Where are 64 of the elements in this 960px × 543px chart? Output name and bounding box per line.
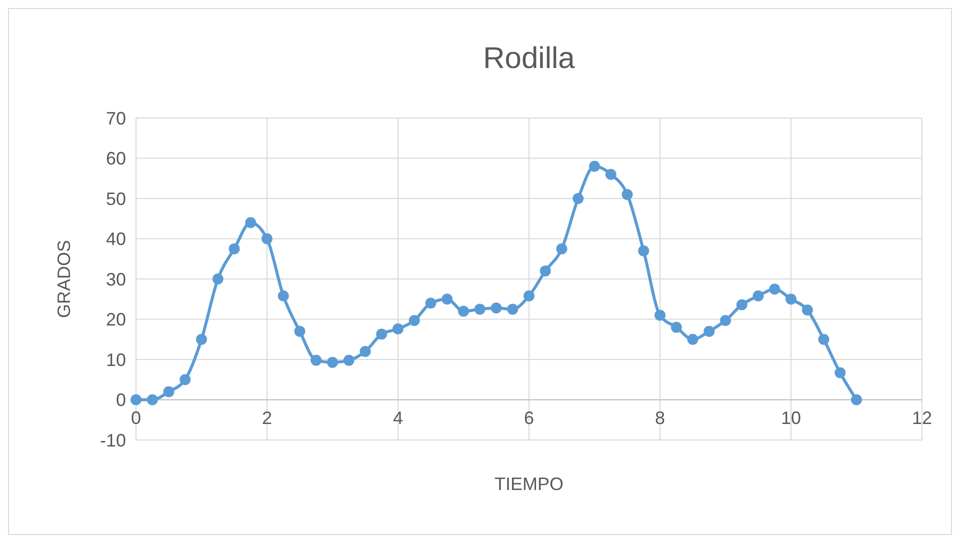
point xyxy=(163,386,174,398)
point xyxy=(130,394,142,406)
point xyxy=(262,233,272,244)
point xyxy=(425,298,436,309)
x-tick-label: 12 xyxy=(912,408,932,428)
y-tick-label: 40 xyxy=(106,229,126,250)
point xyxy=(327,356,338,368)
point xyxy=(752,290,764,302)
point xyxy=(802,304,813,316)
point xyxy=(654,310,666,321)
point xyxy=(507,304,518,315)
point xyxy=(212,274,224,284)
point xyxy=(704,326,715,337)
point xyxy=(687,334,698,345)
point xyxy=(786,294,796,305)
x-tick-label: 4 xyxy=(392,408,404,428)
y-tick-label: 10 xyxy=(106,350,126,370)
point xyxy=(490,302,502,314)
point xyxy=(834,367,846,378)
point xyxy=(474,304,486,315)
point xyxy=(638,245,650,256)
y-tick-label: 0 xyxy=(116,390,126,410)
point xyxy=(310,354,322,366)
point xyxy=(360,346,371,357)
point xyxy=(736,299,748,310)
point xyxy=(572,193,584,204)
y-tick-label: 20 xyxy=(106,310,126,330)
y-tick-label: -10 xyxy=(100,430,126,450)
point xyxy=(818,334,830,345)
x-tick-label: 6 xyxy=(524,408,534,428)
point xyxy=(524,290,534,302)
point xyxy=(622,188,633,200)
x-tick-label: 10 xyxy=(780,408,802,428)
point xyxy=(228,243,240,254)
point xyxy=(540,265,551,276)
point xyxy=(146,394,158,406)
point xyxy=(442,294,453,305)
point xyxy=(408,314,420,326)
point xyxy=(196,334,207,345)
point xyxy=(589,160,600,172)
point xyxy=(376,328,388,340)
x-tick-label: 2 xyxy=(262,408,272,428)
point xyxy=(278,290,289,302)
y-tick-label: 60 xyxy=(106,148,126,169)
x-tick-label: 8 xyxy=(654,408,666,428)
point xyxy=(556,243,568,254)
point xyxy=(605,168,616,180)
chart-title: Rodilla xyxy=(483,42,576,75)
point xyxy=(458,306,469,317)
y-tick-label: 50 xyxy=(106,188,126,209)
point xyxy=(392,323,404,334)
point xyxy=(180,374,191,386)
y-tick-label: 30 xyxy=(106,269,126,290)
y-tick-label: 70 xyxy=(106,108,126,128)
point xyxy=(851,394,862,406)
y-axis-title: GRADOS xyxy=(54,240,74,318)
point xyxy=(245,217,256,228)
point xyxy=(720,314,731,326)
point xyxy=(670,322,682,333)
point xyxy=(294,326,306,337)
x-axis-title: TIEMPO xyxy=(494,474,564,494)
point xyxy=(343,354,354,366)
x-tick-label: 0 xyxy=(130,408,142,428)
point xyxy=(769,284,780,295)
